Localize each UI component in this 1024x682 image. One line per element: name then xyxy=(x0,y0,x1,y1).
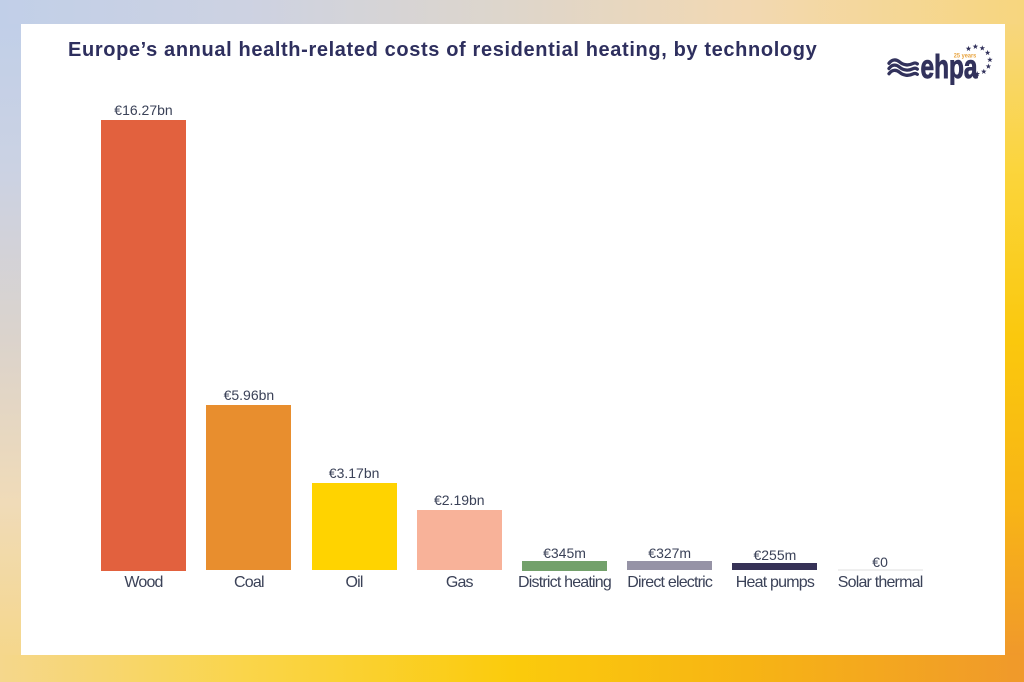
svg-text:25 years: 25 years xyxy=(954,53,977,60)
svg-text:ehpa: ehpa xyxy=(921,49,978,85)
